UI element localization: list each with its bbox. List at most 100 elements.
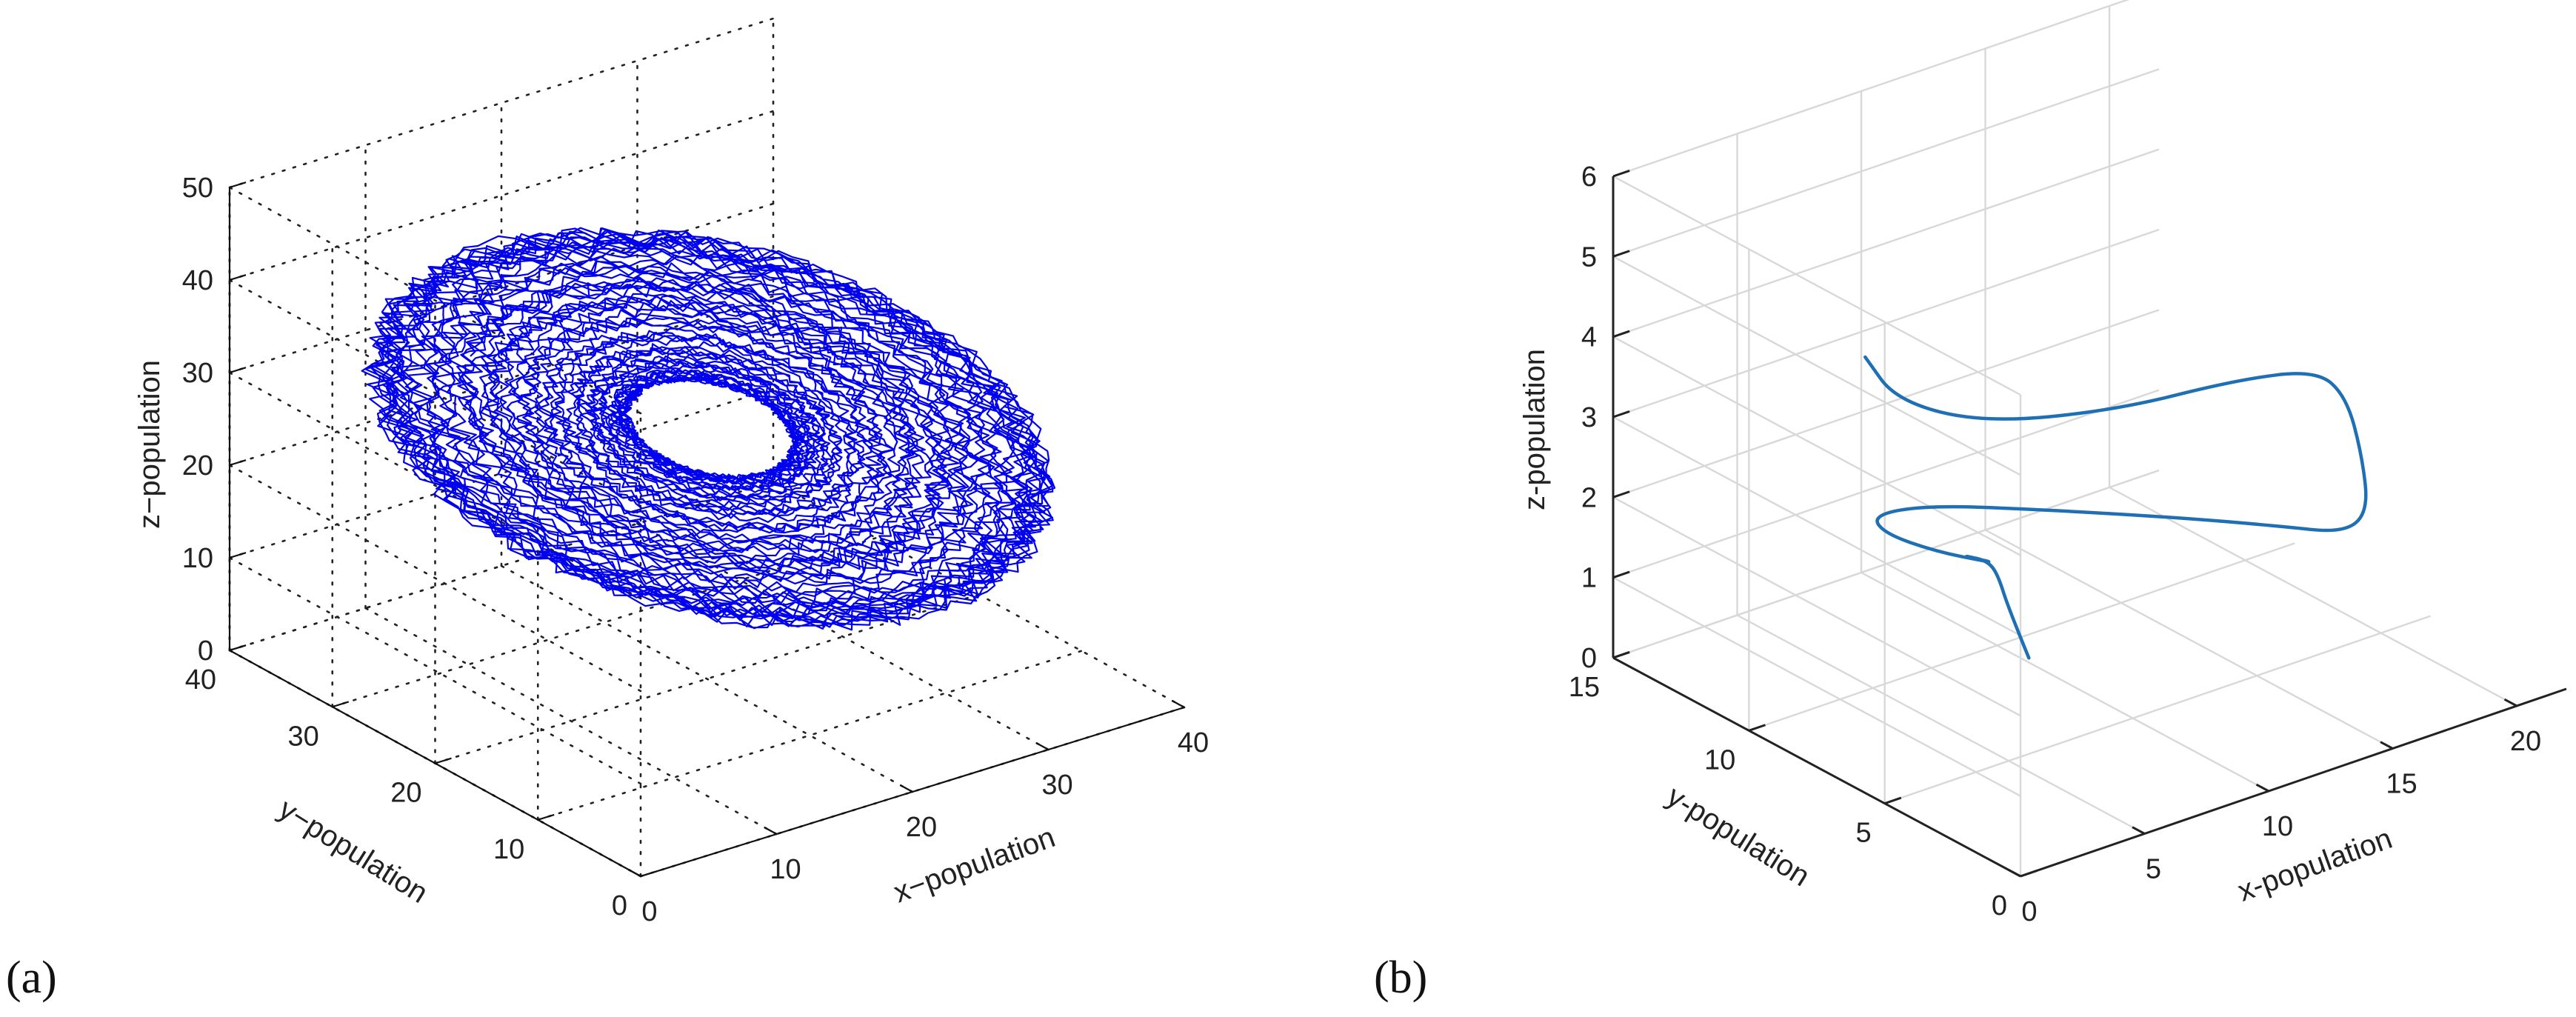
- panel-a-z-tick-label: 40: [182, 265, 213, 296]
- panel-b-z-tick-label: 2: [1581, 482, 1597, 513]
- panel-a-z-tick-mark: [229, 181, 247, 189]
- panel-a-y-tick-label: 10: [493, 834, 524, 865]
- panel-b-x-axis-label: x-population: [2234, 822, 2397, 908]
- panel-b-z-tick-mark: [1612, 169, 1630, 178]
- panel-b-side-wall-grid-z: [1612, 175, 2021, 396]
- panel-a-z-tick-label: 30: [182, 358, 213, 389]
- panel-b-x-tick-mark: [2255, 783, 2269, 793]
- panel-a-z-tick-label: 10: [182, 543, 213, 574]
- panel-a-x-tick-label: 10: [770, 854, 801, 885]
- panel-b-z-tick-label: 4: [1581, 322, 1597, 353]
- panel-b-x-tick-mark: [2007, 868, 2021, 878]
- panel-a-x-tick-mark: [764, 826, 778, 835]
- panel-b-floor-grid-x: [1736, 614, 2146, 835]
- panel-a-z-axis-label: z−population: [133, 360, 166, 529]
- panel-a-z-tick-label: 20: [182, 450, 213, 481]
- panel-a-z-tick-label: 50: [182, 173, 213, 204]
- panel-b-side-wall-grid-z: [1612, 496, 2021, 717]
- panel-b-grid: [1612, 0, 2567, 878]
- panel-b-z-tick-mark: [1612, 490, 1630, 499]
- panel-b-x-tick-mark: [2132, 826, 2146, 835]
- panel-a-z-tick-mark: [229, 552, 247, 559]
- panel-b-series-line: [1863, 355, 2368, 660]
- panel-b-z-tick-label: 0: [1581, 643, 1597, 674]
- panel-a-z-tick-mark: [229, 459, 247, 467]
- panel-b-side-wall-grid-z: [1612, 256, 2021, 476]
- panel-b-trajectory-curve: [1863, 355, 2368, 660]
- panel-b-floor-grid-x: [1861, 571, 2269, 793]
- panel-b-side-wall-grid-z: [1612, 576, 2021, 797]
- panel-b-z-axis-label: z-population: [1518, 349, 1551, 510]
- panel-a-y-tick-mark: [537, 813, 555, 821]
- panel-b-y-tick-label: 15: [1569, 672, 1600, 703]
- panel-a-x-tick-mark: [1035, 741, 1050, 750]
- panel-a-attractor-curve: [361, 227, 1056, 631]
- panel-b-y-tick-label: 5: [1856, 818, 1872, 849]
- panel-b-z-tick-label: 3: [1581, 402, 1597, 433]
- panel-b-back-wall-grid-z: [1612, 0, 2130, 178]
- panel-b-side-wall-grid-z: [1612, 336, 2021, 556]
- panel-a-x-tick-mark: [627, 868, 641, 877]
- panel-a-floor-grid-x: [500, 564, 914, 793]
- panel-b-side-wall-grid-z: [1612, 416, 2021, 637]
- panel-a-tag: (a): [6, 953, 57, 1003]
- panel-b-floor-grid-y: [1884, 615, 2432, 804]
- panel-b-z-tick-mark: [1612, 410, 1630, 419]
- panel-b-y-axis-line: [1612, 656, 2021, 878]
- panel-a-series-line: [361, 227, 1056, 631]
- panel-b-x-tick-label: 20: [2510, 726, 2541, 757]
- panel-b-tag: (b): [1374, 953, 1427, 1003]
- panel-b-y-tick-mark: [1748, 724, 1766, 732]
- panel-b-z-tick-mark: [1612, 650, 1630, 659]
- panel-b-x-tick-label: 15: [2386, 769, 2417, 800]
- panel-b-y-tick-label: 0: [1992, 890, 2007, 921]
- panel-a-y-tick-label: 0: [612, 890, 627, 921]
- panel-a-z-tick-mark: [229, 274, 247, 281]
- panel-b-y-axis-label: y-population: [1661, 780, 1815, 893]
- panel-a-x-tick-mark: [1171, 699, 1185, 708]
- panel-b-back-wall-grid-z: [1612, 68, 2160, 258]
- panel-a-y-tick-mark: [640, 870, 658, 878]
- panel-a-y-tick-mark: [332, 701, 350, 708]
- panel-b-floor-grid-x: [1984, 529, 2394, 750]
- panel-a-z-tick-mark: [229, 367, 247, 374]
- panel-a-floor-grid-x: [364, 607, 778, 836]
- panel-a-z-tick-mark: [229, 644, 247, 652]
- panel-a-x-tick-label: 40: [1178, 727, 1209, 758]
- panel-b-back-wall-grid-z: [1612, 148, 2160, 338]
- panel-a-floor-grid-y: [536, 650, 1083, 821]
- panel-a-z-tick-label: 0: [198, 636, 213, 667]
- panel-b-x-tick-label: 0: [2021, 896, 2037, 927]
- panel-b-x-tick-label: 10: [2262, 811, 2293, 842]
- panel-b-x-axis-line: [2020, 687, 2567, 878]
- panel-b-z-tick-label: 6: [1581, 161, 1597, 193]
- panel-b-x-tick-mark: [2380, 741, 2394, 750]
- panel-a-x-tick-mark: [899, 784, 913, 793]
- panel-a-y-axis-label: y−population: [273, 793, 434, 910]
- panel-a-y-tick-label: 40: [185, 664, 216, 696]
- panel-b-z-tick-label: 5: [1581, 241, 1597, 273]
- panel-a-x-tick-label: 20: [906, 812, 937, 843]
- panel-b-z-tick-mark: [1612, 330, 1630, 339]
- panel-b-z-tick-mark: [1612, 570, 1630, 579]
- panel-b-floor-grid-x: [2109, 486, 2517, 707]
- panel-b-x-tick-label: 5: [2146, 854, 2161, 885]
- panel-b-z-tick-label: 1: [1581, 563, 1597, 594]
- panel-a-x-tick-label: 30: [1041, 770, 1072, 801]
- panel-a-side-wall-grid-z: [228, 371, 642, 600]
- panel-a-y-tick-label: 30: [287, 721, 318, 752]
- panel-a-y-tick-label: 20: [390, 778, 421, 809]
- panel-b-y-tick-mark: [1884, 796, 1902, 805]
- panel-a-x-tick-label: 0: [641, 896, 657, 927]
- panel-a-side-wall-grid-z: [228, 464, 642, 693]
- panel-b-x-tick-mark: [2503, 698, 2517, 707]
- panel-a-y-tick-mark: [435, 757, 452, 764]
- panel-b-y-tick-mark: [2020, 869, 2038, 878]
- panel-b-z-tick-mark: [1612, 250, 1630, 258]
- panel-b-y-tick-label: 10: [1704, 744, 1735, 776]
